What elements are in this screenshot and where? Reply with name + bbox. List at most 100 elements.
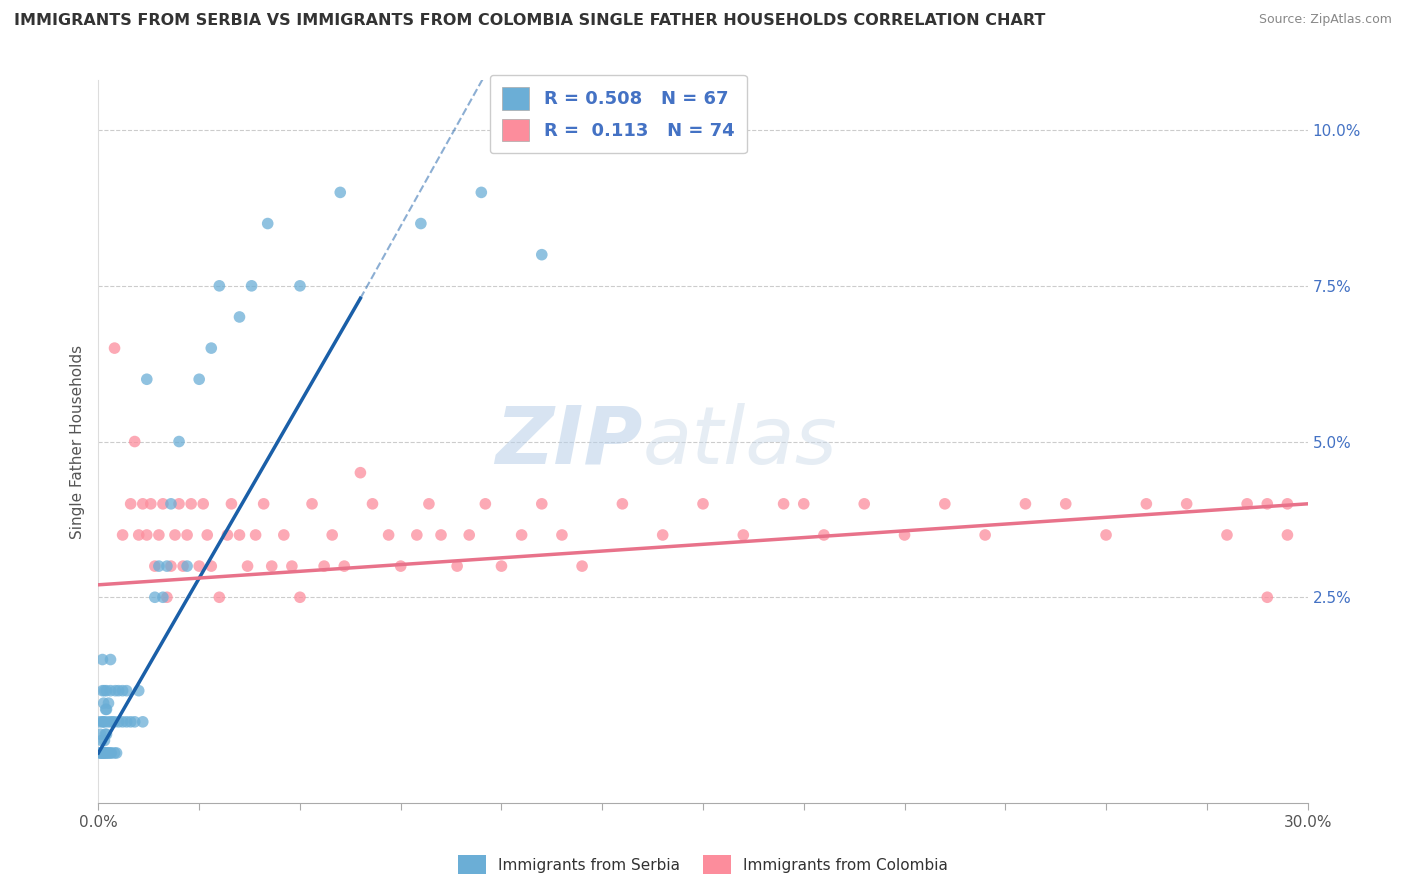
Point: [97, 714, 120, 729]
Legend: Immigrants from Serbia, Immigrants from Colombia: Immigrants from Serbia, Immigrants from …: [453, 849, 953, 880]
Point: [93, 746, 115, 760]
Point: [143, 591, 166, 605]
Point: [853, 497, 876, 511]
Point: [571, 559, 593, 574]
Point: [474, 497, 496, 511]
Point: [446, 559, 468, 574]
Point: [94, 702, 117, 716]
Point: [733, 528, 755, 542]
Point: [128, 683, 150, 698]
Point: [172, 559, 194, 574]
Point: [314, 559, 336, 574]
Point: [321, 528, 343, 542]
Point: [1216, 528, 1239, 542]
Point: [96, 727, 118, 741]
Point: [389, 559, 412, 574]
Point: [89, 714, 111, 729]
Point: [107, 714, 129, 729]
Point: [91, 714, 114, 729]
Point: [135, 528, 157, 542]
Point: [103, 746, 125, 760]
Point: [97, 696, 120, 710]
Point: [281, 559, 304, 574]
Point: [167, 497, 190, 511]
Point: [692, 497, 714, 511]
Point: [176, 528, 198, 542]
Point: [208, 278, 231, 293]
Point: [111, 714, 134, 729]
Point: [93, 714, 115, 729]
Point: [1014, 497, 1036, 511]
Point: [405, 528, 427, 542]
Point: [813, 528, 835, 542]
Point: [893, 528, 915, 542]
Point: [273, 528, 295, 542]
Point: [152, 497, 174, 511]
Point: [91, 746, 114, 760]
Point: [96, 683, 118, 698]
Point: [301, 497, 323, 511]
Point: [245, 528, 267, 542]
Point: [228, 528, 250, 542]
Point: [120, 714, 142, 729]
Point: [91, 746, 114, 760]
Point: [1095, 528, 1118, 542]
Point: [256, 217, 278, 231]
Point: [1054, 497, 1077, 511]
Point: [124, 714, 146, 729]
Point: [1256, 497, 1278, 511]
Point: [530, 497, 553, 511]
Point: [100, 714, 122, 729]
Point: [1175, 497, 1198, 511]
Point: [163, 528, 186, 542]
Point: [135, 372, 157, 386]
Point: [160, 559, 183, 574]
Point: [100, 746, 122, 760]
Point: [90, 746, 112, 760]
Point: [101, 714, 124, 729]
Point: [100, 652, 122, 666]
Point: [111, 528, 134, 542]
Point: [156, 559, 179, 574]
Point: [430, 528, 453, 542]
Point: [551, 528, 574, 542]
Point: [90, 733, 112, 747]
Point: [97, 746, 120, 760]
Point: [349, 466, 371, 480]
Point: [148, 528, 170, 542]
Point: [91, 714, 114, 729]
Point: [93, 696, 115, 710]
Point: [491, 559, 513, 574]
Point: [104, 683, 127, 698]
Point: [132, 497, 155, 511]
Point: [132, 714, 155, 729]
Point: [228, 310, 250, 324]
Point: [470, 186, 492, 200]
Point: [139, 497, 162, 511]
Point: [100, 746, 122, 760]
Point: [188, 559, 211, 574]
Point: [193, 497, 215, 511]
Point: [89, 746, 111, 760]
Point: [510, 528, 533, 542]
Point: [124, 434, 146, 449]
Point: [1236, 497, 1258, 511]
Point: [96, 702, 118, 716]
Text: IMMIGRANTS FROM SERBIA VS IMMIGRANTS FROM COLOMBIA SINGLE FATHER HOUSEHOLDS CORR: IMMIGRANTS FROM SERBIA VS IMMIGRANTS FRO…: [14, 13, 1046, 29]
Point: [100, 683, 122, 698]
Point: [176, 559, 198, 574]
Point: [1256, 591, 1278, 605]
Point: [793, 497, 815, 511]
Point: [94, 727, 117, 741]
Point: [115, 683, 138, 698]
Point: [409, 217, 432, 231]
Point: [180, 497, 202, 511]
Legend: R = 0.508   N = 67, R =  0.113   N = 74: R = 0.508 N = 67, R = 0.113 N = 74: [489, 75, 747, 153]
Text: Source: ZipAtlas.com: Source: ZipAtlas.com: [1258, 13, 1392, 27]
Point: [156, 591, 179, 605]
Text: atlas: atlas: [643, 402, 838, 481]
Point: [1277, 528, 1299, 542]
Point: [200, 341, 222, 355]
Point: [91, 683, 114, 698]
Point: [103, 714, 125, 729]
